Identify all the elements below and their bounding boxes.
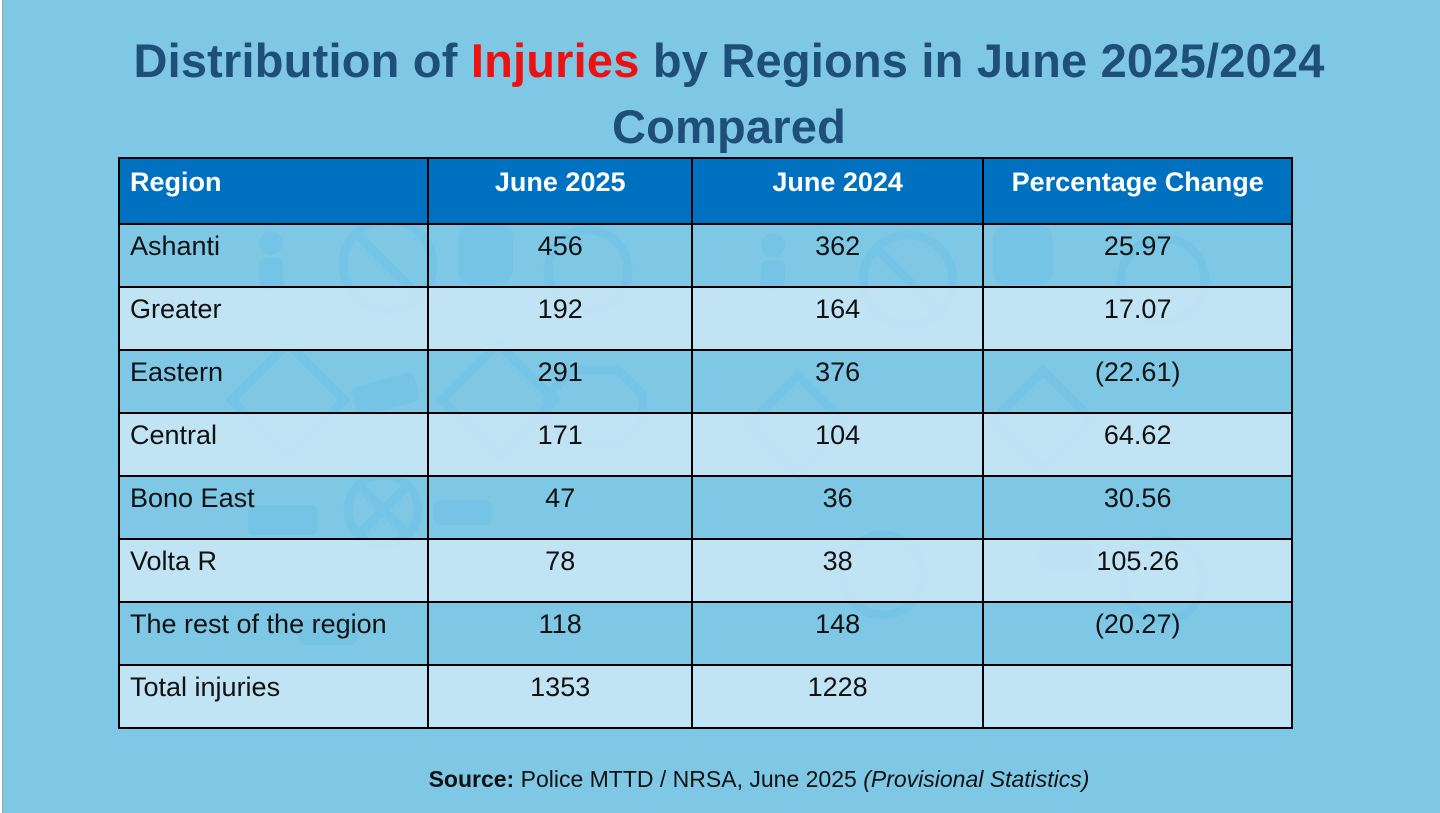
source-label: Source: (428, 766, 515, 792)
header-june-2025: June 2025 (427, 157, 693, 225)
cell-june-2025: 456 (427, 223, 693, 288)
cell-june-2024: 148 (690, 601, 985, 666)
cell-june-2024: 38 (690, 538, 985, 603)
title-line-2: Compared (611, 100, 847, 153)
cell-region: Total injuries (117, 664, 430, 729)
cell-change: 105.26 (982, 538, 1293, 603)
title-highlight: Injuries (470, 34, 640, 87)
cell-june-2024: 36 (690, 475, 985, 540)
source-note: Source: Police MTTD / NRSA, June 2025 (P… (3, 766, 1440, 793)
table-row: Eastern 291 376 (22.61) (117, 349, 1293, 414)
cell-region: Eastern (117, 349, 430, 414)
cell-june-2025: 192 (427, 286, 693, 351)
cell-region: Volta R (117, 538, 430, 603)
cell-region: Greater (117, 286, 430, 351)
cell-june-2025: 291 (427, 349, 693, 414)
cell-june-2024: 1228 (690, 664, 985, 729)
cell-change (982, 664, 1293, 729)
table-row-total: Total injuries 1353 1228 (117, 664, 1293, 729)
title-text-before: Distribution of (133, 34, 471, 87)
table-row: Volta R 78 38 105.26 (117, 538, 1293, 603)
cell-region: The rest of the region (117, 601, 430, 666)
cell-june-2025: 47 (427, 475, 693, 540)
source-text: Police MTTD / NRSA, June 2025 (514, 766, 864, 792)
cell-june-2025: 118 (427, 601, 693, 666)
table-header-row: Region June 2025 June 2024 Percentage Ch… (117, 157, 1293, 225)
cell-change: 30.56 (982, 475, 1293, 540)
cell-change: 25.97 (982, 223, 1293, 288)
cell-region: Central (117, 412, 430, 477)
cell-june-2025: 78 (427, 538, 693, 603)
cell-june-2024: 164 (690, 286, 985, 351)
source-provisional-note: (Provisional Statistics) (863, 766, 1090, 792)
table-row: Central 171 104 64.62 (117, 412, 1293, 477)
cell-june-2024: 376 (690, 349, 985, 414)
cell-june-2025: 171 (427, 412, 693, 477)
header-region: Region (117, 157, 430, 225)
cell-change: (20.27) (982, 601, 1293, 666)
cell-change: 17.07 (982, 286, 1293, 351)
cell-june-2024: 104 (690, 412, 985, 477)
cell-june-2024: 362 (690, 223, 985, 288)
header-percentage-change: Percentage Change (982, 157, 1293, 225)
table-row: Bono East 47 36 30.56 (117, 475, 1293, 540)
page-title: Distribution of Injuries by Regions in J… (3, 28, 1440, 160)
cell-region: Ashanti (117, 223, 430, 288)
table-row: Greater 192 164 17.07 (117, 286, 1293, 351)
table-row: The rest of the region 118 148 (20.27) (117, 601, 1293, 666)
injuries-table: Region June 2025 June 2024 Percentage Ch… (117, 157, 1293, 729)
cell-region: Bono East (117, 475, 430, 540)
cell-change: (22.61) (982, 349, 1293, 414)
cell-june-2025: 1353 (427, 664, 693, 729)
table-row: Ashanti 456 362 25.97 (117, 223, 1293, 288)
cell-change: 64.62 (982, 412, 1293, 477)
header-june-2024: June 2024 (690, 157, 985, 225)
title-text-after: by Regions in June 2025/2024 (639, 34, 1325, 87)
